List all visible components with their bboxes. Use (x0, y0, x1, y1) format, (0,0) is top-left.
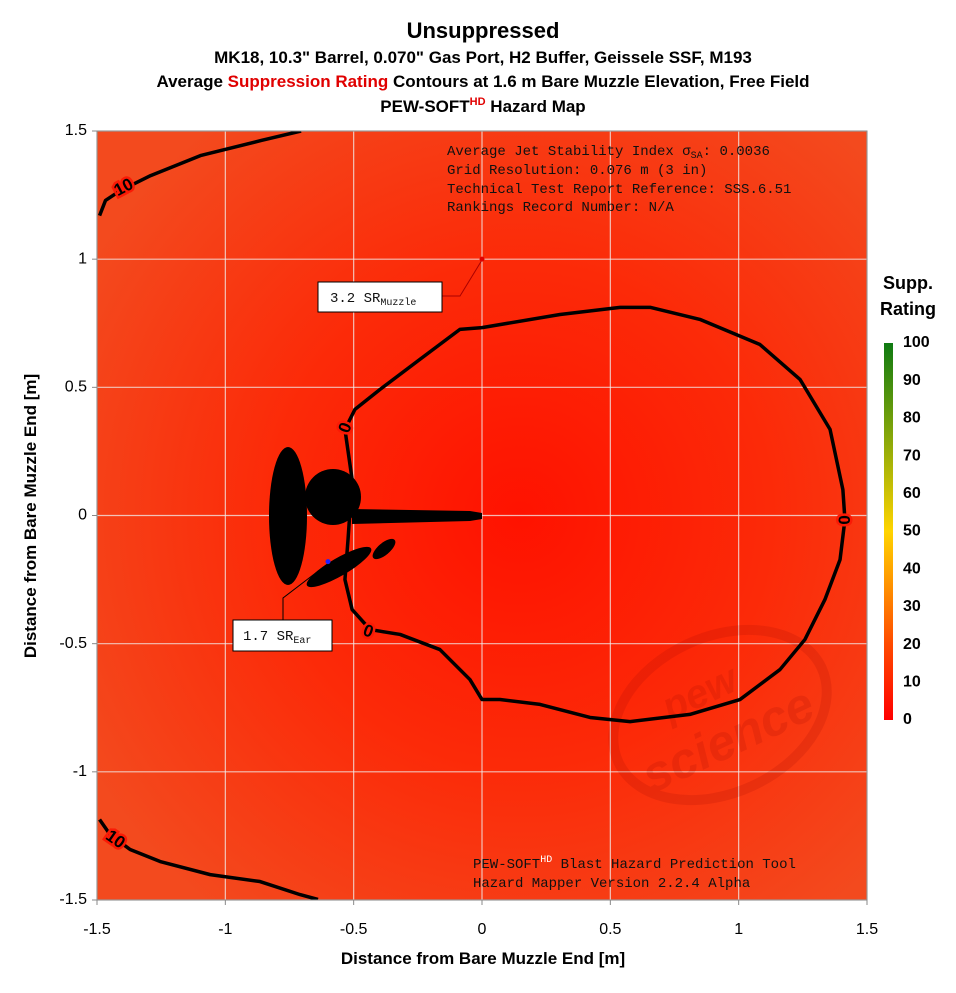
contour-line (98, 818, 319, 900)
contours (97, 131, 847, 900)
info-line: Average Jet Stability Index σSA: 0.0036 (447, 144, 770, 162)
info-line: Technical Test Report Reference: SSS.6.5… (447, 182, 791, 198)
point-marker (325, 559, 331, 565)
colorbar-tick-label: 60 (903, 485, 921, 502)
x-tick-label: -1 (218, 921, 232, 938)
colorbar-tick-label: 10 (903, 674, 921, 691)
subtitle-part: Contours at 1.6 m Bare Muzzle Elevation,… (388, 72, 809, 91)
chart-title: Unsuppressed (407, 18, 560, 43)
point-label: 3.2 SRMuzzle (330, 291, 416, 309)
markers (325, 256, 485, 565)
colorbar-tick-label: 100 (903, 334, 930, 351)
colorbar-tick-label: 70 (903, 447, 921, 464)
subtitle-highlight: Suppression Rating (228, 72, 389, 91)
subtitle: Average Suppression Rating Contours at 1… (156, 72, 809, 91)
x-axis-title: Distance from Bare Muzzle End [m] (341, 949, 625, 968)
y-tick-label: -1.5 (59, 891, 87, 908)
info-line: Grid Resolution: 0.076 m (3 in) (447, 163, 707, 179)
point-label-text: 3.2 SR (330, 291, 381, 307)
y-tick-label: 1 (78, 250, 87, 267)
colorbar-title: Supp. (883, 273, 933, 293)
y-axis-title: Distance from Bare Muzzle End [m] (21, 374, 40, 658)
colorbar-tick-label: 80 (903, 410, 921, 427)
arm (306, 546, 372, 588)
leader-line (282, 561, 331, 620)
y-tick-label: -1 (73, 763, 87, 780)
axes: -1.5 -1 -0.5 0 0.5 1 1.5 -1.5 -1 -0.5 0 0.5 1 1.5 (59, 122, 878, 938)
colorbar-tick-label: 30 (903, 598, 921, 615)
contour-line (343, 305, 847, 724)
subscript: SA (691, 151, 703, 162)
point-marker (479, 256, 485, 262)
subtitle: MK18, 10.3" Barrel, 0.070" Gas Port, H2 … (214, 48, 752, 67)
shooter-body (269, 447, 307, 585)
colorbar-tick-label: 50 (903, 523, 921, 540)
info-text: Average Jet Stability Index σ (447, 144, 691, 160)
point-label-text: 1.7 SR (243, 629, 294, 645)
shooter-head (305, 469, 361, 525)
x-tick-label: 0.5 (599, 921, 621, 938)
footer-text: Blast Hazard Prediction Tool (552, 857, 796, 873)
superscript: HD (470, 96, 486, 108)
x-tick-label: 0 (478, 921, 487, 938)
info-text: : 0.0036 (703, 144, 770, 160)
barrel (352, 509, 482, 524)
leader-line (442, 259, 483, 297)
weapon-model (269, 447, 482, 588)
colorbar-bar (884, 343, 893, 720)
subtitle-part: Hazard Map (486, 97, 586, 116)
subscript: Ear (293, 636, 311, 647)
superscript: HD (540, 855, 552, 866)
footer-line: Hazard Mapper Version 2.2.4 Alpha (473, 876, 750, 892)
y-tick-label: 1.5 (65, 122, 87, 139)
colorbar-tick-label: 20 (903, 636, 921, 653)
contour-label: 0 (835, 515, 854, 524)
colorbar-tick-label: 0 (903, 711, 912, 728)
label-box (232, 619, 333, 652)
hand (372, 538, 396, 560)
x-tick-label: -0.5 (340, 921, 368, 938)
colorbar-tick-label: 90 (903, 372, 921, 389)
x-tick-label: -1.5 (83, 921, 111, 938)
info-line: Rankings Record Number: N/A (447, 200, 674, 216)
subtitle-part: PEW-SOFT (380, 97, 470, 116)
colorbar-tick-label: 40 (903, 560, 921, 577)
subtitle-part: Average (156, 72, 227, 91)
y-tick-label: -0.5 (59, 635, 87, 652)
subtitle: PEW-SOFTHD Hazard Map (380, 96, 585, 116)
footer-text: PEW-SOFT (473, 857, 540, 873)
colorbar: 0 10 20 30 40 50 60 70 80 90 100 (884, 334, 930, 728)
y-tick-label: 0 (78, 507, 87, 524)
y-tick-label: 0.5 (65, 379, 87, 396)
label-box (317, 281, 443, 313)
contour-line (97, 131, 302, 217)
footer-line: PEW-SOFTHD Blast Hazard Prediction Tool (473, 855, 796, 873)
subscript: Muzzle (380, 297, 416, 309)
point-label: 1.7 SREar (243, 629, 311, 647)
x-tick-label: 1 (734, 921, 743, 938)
x-tick-label: 1.5 (856, 921, 878, 938)
colorbar-title: Rating (880, 299, 936, 319)
